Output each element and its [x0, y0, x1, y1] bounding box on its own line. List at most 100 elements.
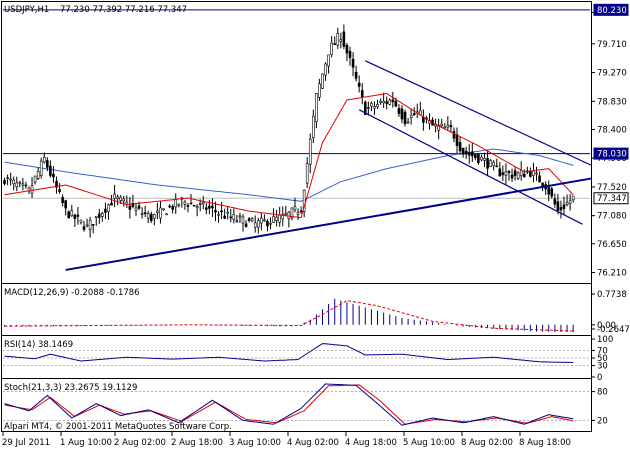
candle-body — [382, 100, 385, 104]
copyright-text: Alpari MT4, © 2001-2011 MetaQuotes Softw… — [4, 422, 232, 432]
sub-tick-label: 0 — [597, 373, 602, 383]
sub-tick-label: 50 — [597, 354, 608, 364]
candle-body — [568, 200, 572, 205]
candle-body — [116, 196, 119, 199]
candle-body — [385, 101, 388, 104]
price-tick-label: 76.210 — [597, 269, 627, 279]
candle-body — [226, 211, 230, 214]
candle-body — [339, 39, 343, 42]
candle-body — [464, 150, 468, 155]
candle-body — [357, 82, 361, 87]
candle-body — [443, 126, 447, 129]
candle-body — [391, 99, 395, 103]
candle-body — [483, 157, 486, 161]
sub-tick-label: 80 — [597, 388, 608, 398]
candle-body — [409, 114, 413, 118]
candle-body — [516, 172, 520, 179]
price-tag-label: 78.030 — [597, 150, 627, 160]
candle-body — [553, 198, 557, 205]
candle-body — [165, 213, 168, 216]
candle-body — [351, 58, 355, 68]
candle-body — [107, 204, 110, 212]
candle-body — [64, 200, 67, 209]
candle-body — [290, 207, 294, 219]
chart-ohlc: 77.230 77.392 77.216 77.347 — [60, 5, 187, 15]
candle-body — [174, 199, 178, 208]
candle-body — [480, 156, 483, 161]
candle-body — [101, 213, 104, 217]
candle-body — [492, 162, 495, 166]
candle-body — [367, 107, 370, 109]
candle-body — [397, 108, 401, 114]
candle-body — [140, 213, 144, 215]
axis-layer: 80.19079.71079.27078.83078.40077.96077.5… — [2, 3, 630, 448]
candle-body — [305, 163, 309, 184]
candle-body — [394, 100, 398, 107]
candle-body — [21, 183, 25, 186]
candle-body — [278, 214, 281, 223]
time-tick-label: 1 Aug 10:00 — [60, 438, 112, 448]
candle-body — [33, 175, 37, 183]
trendline-2 — [358, 109, 583, 225]
candle-body — [183, 201, 187, 205]
candle-body — [315, 93, 318, 122]
candle-body — [360, 90, 364, 98]
candle-body — [272, 216, 275, 223]
candle-body — [104, 208, 107, 213]
candle-body — [256, 220, 260, 228]
candle-body — [55, 180, 58, 188]
candle-body — [205, 207, 208, 210]
candle-body — [260, 217, 263, 224]
candle-body — [474, 154, 477, 158]
sub-tick-label: 0.7738 — [597, 290, 627, 300]
candle-body — [318, 83, 321, 98]
candle-body — [477, 153, 480, 163]
price-tick-label: 76.650 — [597, 240, 627, 250]
candle-body — [345, 44, 349, 54]
candle-body — [253, 222, 257, 228]
candle-body — [201, 201, 205, 205]
candle-body — [214, 210, 217, 213]
macd-label: MACD(12,26,9) -0.2088 -0.1786 — [4, 288, 140, 298]
candle-body — [498, 168, 502, 177]
candle-body — [70, 210, 74, 216]
candle-body — [94, 215, 98, 218]
trendline-0 — [65, 177, 592, 271]
price-tick-label: 79.270 — [597, 69, 627, 79]
candle-body — [229, 216, 233, 219]
candle-body — [504, 171, 508, 176]
candle-body — [18, 181, 22, 184]
candle-body — [211, 205, 214, 209]
time-tick-label: 8 Aug 18:00 — [519, 438, 571, 448]
candle-body — [171, 206, 174, 210]
macd-layer — [4, 298, 574, 333]
rsi-pane — [1, 335, 592, 379]
candle-body — [269, 222, 272, 225]
price-tick-label: 77.080 — [597, 212, 627, 222]
candle-body — [562, 204, 566, 209]
candle-body — [547, 186, 551, 195]
candle-body — [532, 170, 535, 176]
sub-tick-label: 20 — [597, 416, 608, 426]
candle-body — [195, 206, 199, 209]
candle-body — [58, 189, 61, 192]
candle-body — [159, 207, 162, 219]
candle-body — [336, 33, 340, 46]
candle-body — [82, 226, 86, 230]
candle-body — [556, 201, 560, 211]
sma-long-layer — [4, 148, 574, 202]
candle-body — [449, 125, 453, 128]
sub-tick-label: 70 — [597, 346, 608, 356]
candle-body — [235, 220, 239, 222]
stoch-main-line — [4, 383, 574, 426]
candle-body — [15, 182, 19, 188]
time-tick-label: 4 Aug 02:00 — [287, 438, 339, 448]
price-pane — [1, 1, 592, 284]
candle-body — [535, 172, 538, 175]
candle-body — [162, 208, 165, 211]
candle-body — [67, 211, 71, 219]
candle-body — [571, 195, 575, 201]
time-tick-label: 5 Aug 10:00 — [403, 438, 455, 448]
candle-body — [134, 207, 138, 212]
candle-body — [321, 73, 324, 89]
